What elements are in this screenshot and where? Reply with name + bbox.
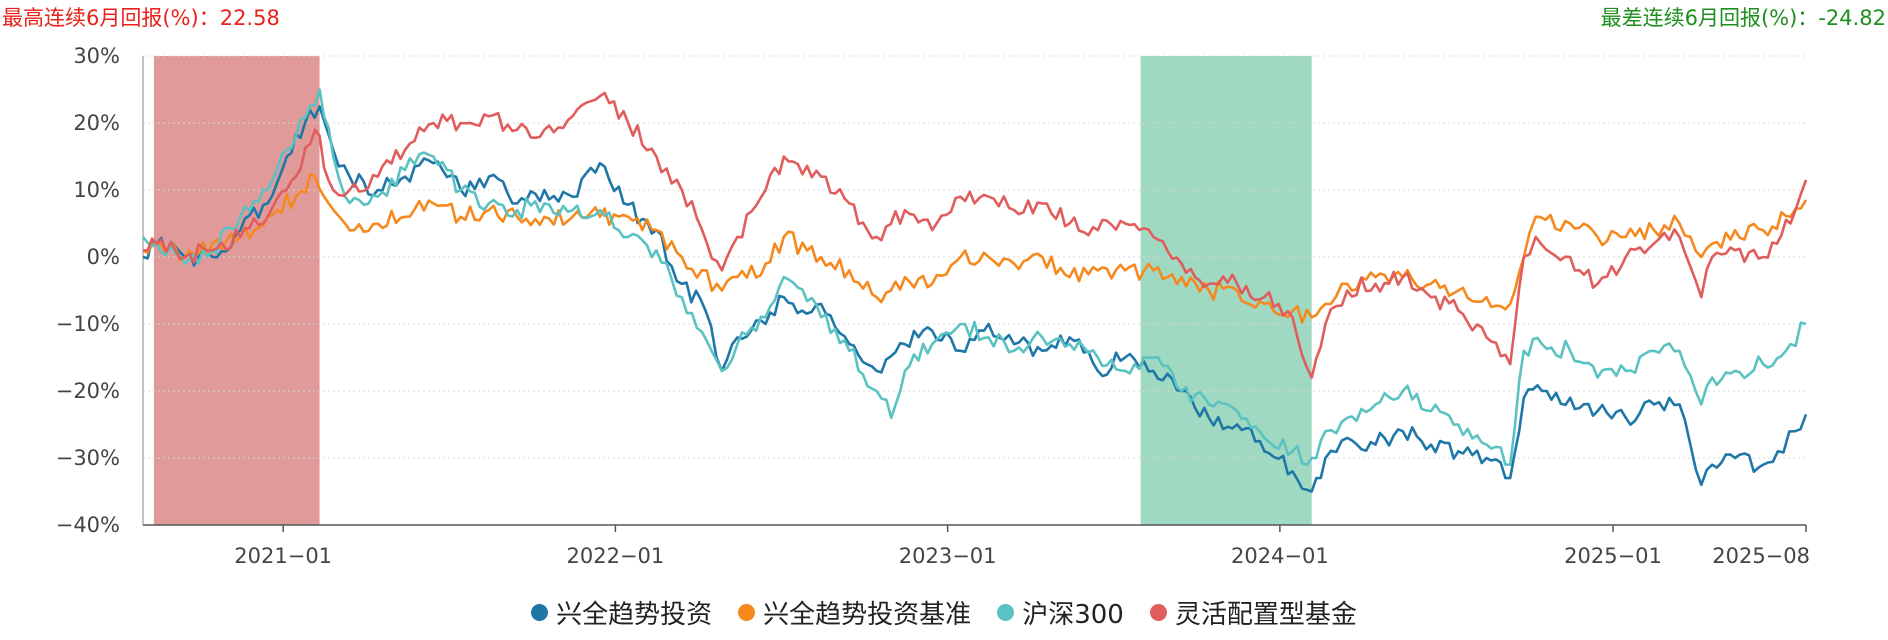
series-line-hs300 — [141, 88, 1807, 466]
legend-item-benchmark[interactable]: 兴全趋势投资基准 — [738, 594, 971, 631]
legend-dot — [531, 604, 549, 621]
legend-label: 沪深300 — [1022, 600, 1124, 630]
y-tick-label: −40% — [56, 513, 120, 537]
worst-6m-return: 最差连续6月回报(%)：-24.82 — [1601, 2, 1886, 32]
best-6m-return-label: 最高连续6月回报(%)： — [2, 6, 220, 30]
y-tick-label: 20% — [73, 111, 120, 135]
legend-dot — [997, 604, 1015, 621]
legend-item-category[interactable]: 灵活配置型基金 — [1149, 594, 1357, 631]
legend-item-fund[interactable]: 兴全趋势投资 — [531, 594, 712, 631]
best-6m-band — [153, 56, 320, 525]
legend-dot — [1149, 604, 1167, 621]
worst-6m-return-value: -24.82 — [1818, 6, 1886, 30]
x-tick-label: 2021−01 — [234, 544, 332, 568]
x-tick-label: 2024−01 — [1231, 544, 1329, 568]
y-tick-label: −10% — [56, 312, 120, 336]
series-line-fund — [142, 105, 1808, 493]
best-6m-return: 最高连续6月回报(%)：22.58 — [2, 2, 280, 32]
legend-label: 兴全趋势投资基准 — [763, 600, 972, 630]
series-line-category — [142, 91, 1808, 379]
y-tick-label: 0% — [87, 245, 120, 269]
worst-6m-return-label: 最差连续6月回报(%)： — [1600, 6, 1819, 30]
best-6m-return-value: 22.58 — [219, 6, 280, 30]
worst-6m-band — [1140, 56, 1312, 525]
legend-label: 灵活配置型基金 — [1174, 600, 1357, 630]
x-tick-label: 2022−01 — [567, 544, 665, 568]
y-tick-label: 30% — [73, 44, 120, 68]
x-tick-label: 2025−08 — [1712, 544, 1810, 568]
y-tick-label: −30% — [56, 446, 120, 470]
series-line-benchmark — [142, 172, 1808, 324]
x-tick-label: 2023−01 — [899, 544, 997, 568]
performance-chart: 30% 20% 10% 0% −10% −20% −30% −40% 2021−01 2022−0… — [56, 44, 1810, 568]
chart-legend: 兴全趋势投资 兴全趋势投资基准 沪深300 灵活配置型基金 — [0, 594, 1888, 631]
y-tick-label: −20% — [56, 379, 120, 403]
legend-dot — [738, 604, 756, 621]
legend-label: 兴全趋势投资 — [556, 600, 713, 630]
legend-item-hs300[interactable]: 沪深300 — [997, 594, 1124, 631]
y-tick-label: 10% — [73, 178, 120, 202]
x-tick-label: 2025−01 — [1564, 544, 1662, 568]
